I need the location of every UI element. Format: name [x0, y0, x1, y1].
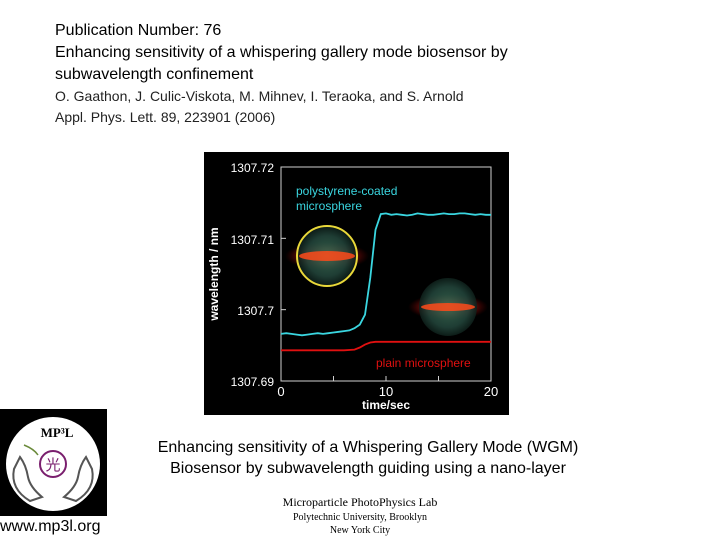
series-line-plain	[281, 340, 491, 352]
mp3l-logo: MP³L 光	[0, 409, 107, 516]
left-hand-icon	[12, 455, 45, 503]
caption-line-1: Enhancing sensitivity of a Whispering Ga…	[157, 439, 579, 456]
y-tick-label-1307.71: 1307.71	[231, 233, 275, 247]
x-tick-label-20: 20	[484, 384, 498, 399]
y-tick-label-1307.72: 1307.72	[231, 161, 275, 175]
website-link[interactable]: www.mp3l.org	[0, 518, 101, 535]
coated-microsphere-illustration	[285, 225, 369, 287]
y-tick-label-1307.69: 1307.69	[231, 375, 275, 389]
lab-university: Polytechnic University, Brooklyn	[292, 512, 428, 523]
paper-authors: O. Gaathon, J. Culic-Viskota, M. Mihnev,…	[55, 88, 464, 104]
y-axis-label: wavelength / nm	[207, 227, 221, 321]
lab-name: Microparticle PhotoPhysics Lab	[282, 495, 438, 509]
tick-marks	[280, 166, 492, 382]
logo-text: MP³L	[41, 425, 74, 440]
paper-citation: Appl. Phys. Lett. 89, 223901 (2006)	[55, 109, 276, 125]
x-tick-label-10: 10	[379, 384, 393, 399]
x-axis-label: time/sec	[362, 398, 410, 412]
paper-title-line-2: subwavelength confinement	[55, 66, 254, 83]
caption-line-2: Biosensor by subwavelength guiding using…	[170, 460, 566, 477]
x-tick-label-0: 0	[277, 384, 284, 399]
lab-city: New York City	[329, 525, 391, 536]
annotation-plain: plain microsphere	[376, 356, 471, 370]
plain-microsphere-illustration	[408, 278, 488, 336]
logo-glyph: 光	[45, 456, 60, 474]
annotation-coated-line-2: microsphere	[296, 199, 362, 213]
series-lines	[280, 212, 491, 352]
right-hand-icon	[61, 455, 94, 503]
paper-title-line-1: Enhancing sensitivity of a whispering ga…	[55, 44, 508, 61]
coating-ring	[296, 225, 358, 287]
publication-number: Publication Number: 76	[55, 22, 222, 39]
y-tick-label-1307.7: 1307.7	[237, 304, 274, 318]
series-line-coated	[280, 212, 491, 337]
annotation-coated-line-1: polystyrene-coated	[296, 184, 397, 198]
wavelength-shift-chart: 1307.72 1307.71 1307.7 1307.69 0 10 20 t…	[204, 152, 509, 415]
figure-caption: Enhancing sensitivity of a Whispering Ga…	[128, 437, 608, 479]
